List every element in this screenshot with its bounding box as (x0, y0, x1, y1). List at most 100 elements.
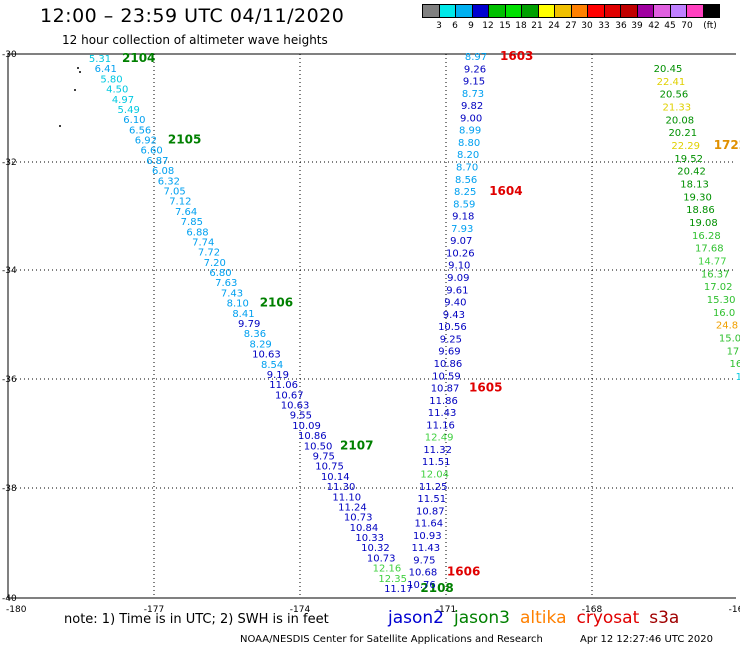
middle-track-swh-value: 10.68 (409, 568, 438, 579)
east-track-swh-value: 22.29 (671, 141, 700, 152)
middle-track-swh-value: 8.80 (458, 138, 480, 149)
middle-track-swh-value: 11.16 (426, 420, 455, 431)
west-track-swh-value: 10.67 (275, 390, 304, 401)
west-track-time-label: 2105 (168, 133, 201, 147)
satellite-name: s3a (649, 608, 680, 628)
west-track-swh-value: 5.49 (118, 105, 140, 116)
legend-label: 18 (515, 21, 527, 31)
east-track-swh-value: 20.21 (668, 128, 697, 139)
west-track-swh-value: 10.84 (350, 523, 379, 534)
east-track-swh-value: 17 (727, 346, 740, 357)
middle-track-swh-value: 12.04 (420, 469, 449, 480)
middle-track-swh-value: 8.73 (462, 89, 484, 100)
lon-tick-label: -168 (582, 605, 603, 615)
east-track-swh-value: 20.08 (665, 115, 694, 126)
west-track-swh-value: 10.50 (304, 441, 333, 452)
legend-label: 15 (499, 21, 511, 31)
middle-track-swh-value: 9.82 (461, 101, 483, 112)
middle-track-swh-value: 8.97 (465, 52, 487, 63)
west-track-time-label: 2108 (420, 581, 453, 595)
east-track-swh-value: 24.8 (716, 321, 738, 332)
satellite-name: altika (520, 608, 567, 628)
middle-track-swh-value: 9.43 (443, 310, 465, 321)
middle-track-swh-value: 11.25 (419, 482, 448, 493)
color-legend-labels: 3 6 9 12 15 18 21 24 27 30 33 36 39 42 45 70 (ft) (422, 21, 740, 33)
lon-tick-label: -177 (144, 605, 164, 615)
middle-track-swh-value: 8.25 (454, 187, 476, 198)
middle-track-swh-value: 8.99 (459, 126, 481, 137)
legend-label: 33 (598, 21, 610, 31)
east-track-swh-value: 19.30 (683, 192, 712, 203)
west-track-swh-value: 11.24 (338, 502, 367, 513)
middle-track-swh-value: 9.40 (444, 298, 466, 309)
west-track-swh-value: 11.17 (384, 584, 413, 595)
west-track-time-label: 2104 (122, 51, 155, 65)
legend-label: 70 (681, 21, 693, 31)
west-track-swh-value: 8.36 (244, 329, 266, 340)
east-track-swh-value: 18.13 (680, 180, 709, 191)
west-track-time-label: 2107 (340, 438, 373, 452)
middle-track-swh-value: 10.76 (407, 580, 436, 591)
west-track-swh-value: 6.88 (186, 227, 208, 238)
middle-track-swh-value: 10.86 (434, 359, 463, 370)
west-track-swh-value: 8.29 (250, 339, 272, 350)
legend-label: 3 (436, 21, 442, 31)
west-track-swh-value: 10.33 (355, 533, 384, 544)
footer-timestamp: Apr 12 12:27:46 UTC 2020 (580, 634, 713, 645)
west-track-swh-value: 6.87 (146, 156, 168, 167)
east-track-swh-value: 17.68 (695, 244, 724, 255)
west-track-swh-value: 7.74 (192, 237, 214, 248)
east-track-swh-value: 15.30 (707, 295, 736, 306)
west-track-swh-value: 7.63 (215, 278, 237, 289)
east-track-swh-value: 16.37 (701, 269, 730, 280)
west-track-swh-value: 6.60 (141, 146, 163, 157)
west-track-swh-value: 4.50 (106, 85, 128, 96)
middle-track-swh-value: 10.26 (446, 248, 475, 259)
middle-track-swh-value: 8.70 (456, 163, 478, 174)
middle-track-swh-value: 9.00 (460, 113, 482, 124)
data-dot (77, 67, 79, 69)
legend-label: 42 (648, 21, 660, 31)
satellite-name: jason3 (454, 608, 510, 628)
west-track-swh-value: 10.75 (315, 462, 344, 473)
middle-track-swh-value: 8.59 (453, 199, 475, 210)
middle-track-swh-value: 9.26 (464, 64, 486, 75)
east-track-swh-value: 21.33 (663, 103, 692, 114)
middle-track-time-label: 1603 (500, 49, 533, 63)
middle-track-swh-value: 9.25 (440, 334, 462, 345)
east-track-swh-value: 16 (730, 359, 740, 370)
west-track-swh-value: 6.32 (158, 176, 180, 187)
east-track-swh-value: 18.86 (686, 205, 715, 216)
color-legend (422, 4, 720, 18)
west-track-swh-value: 8.10 (227, 299, 249, 310)
middle-track-swh-value: 9.75 (413, 555, 435, 566)
data-dot (74, 89, 76, 91)
west-track-swh-value: 6.08 (152, 166, 174, 177)
east-track-swh-value: 20.45 (654, 64, 683, 75)
page-subtitle: 12 hour collection of altimeter wave hei… (62, 33, 328, 47)
data-dot (59, 125, 61, 127)
west-track-swh-value: 12.16 (373, 564, 402, 575)
middle-track-swh-value: 9.15 (463, 77, 485, 88)
lon-tick-label: -174 (290, 605, 311, 615)
legend-label: 30 (581, 21, 593, 31)
lat-tick-label: -34 (2, 266, 17, 276)
west-track-swh-value: 10.14 (321, 472, 350, 483)
west-track-swh-value: 7.64 (175, 207, 197, 218)
legend-label: 27 (565, 21, 577, 31)
middle-track-swh-value: 8.20 (457, 150, 479, 161)
west-track-swh-value: 9.19 (267, 370, 289, 381)
middle-track-time-label: 1606 (447, 565, 480, 579)
data-dot (79, 71, 81, 73)
middle-track-swh-value: 11.43 (412, 543, 441, 554)
lat-tick-label: -36 (2, 375, 17, 385)
west-track-swh-value: 7.12 (169, 197, 191, 208)
lon-tick-label: -171 (436, 605, 456, 615)
west-track-swh-value: 10.09 (292, 421, 321, 432)
middle-track-swh-value: 9.61 (446, 285, 468, 296)
west-track-swh-value: 11.06 (269, 380, 298, 391)
legend-label: 36 (615, 21, 627, 31)
lat-tick-label: -38 (2, 484, 17, 494)
middle-track-swh-value: 8.56 (455, 175, 477, 186)
